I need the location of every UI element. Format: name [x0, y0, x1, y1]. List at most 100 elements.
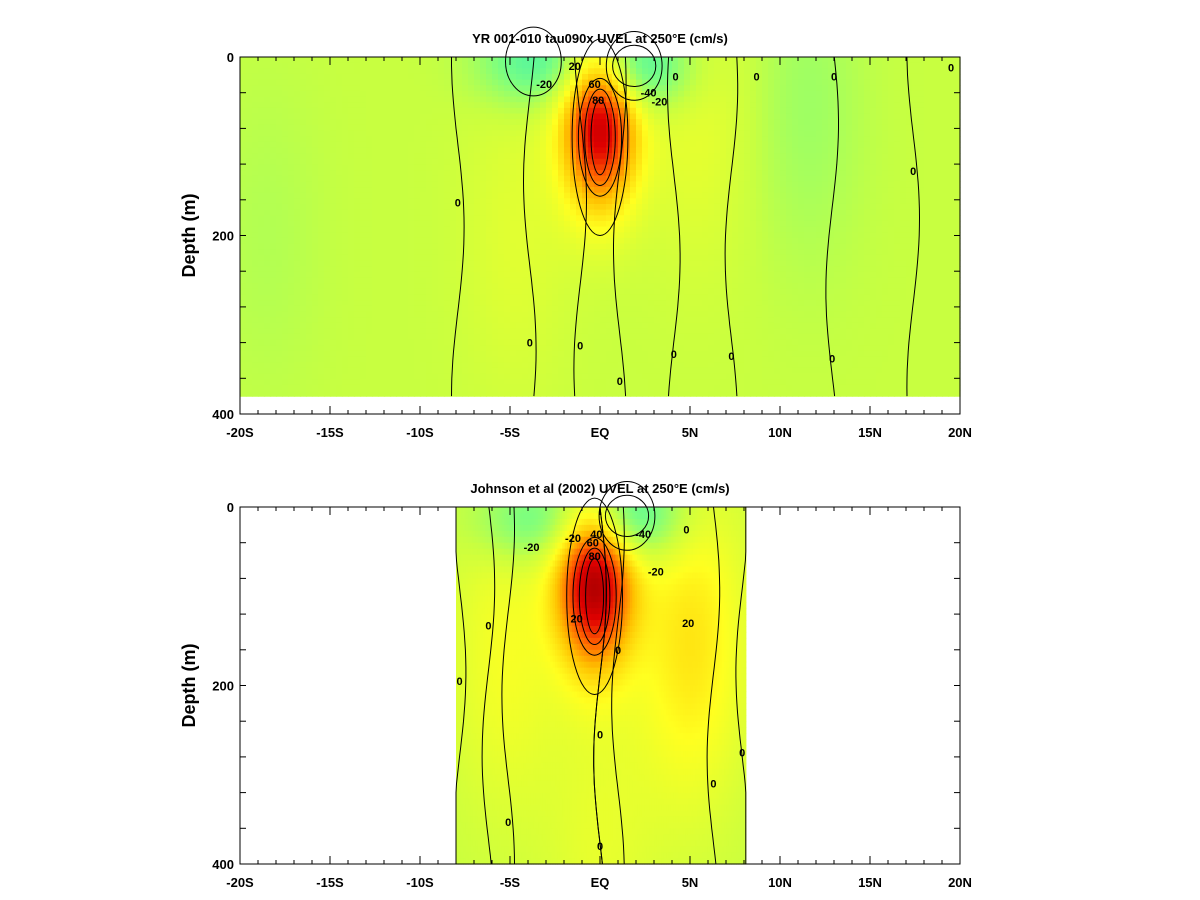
- heatmap-cell: [570, 294, 577, 301]
- heatmap-cell: [732, 226, 739, 233]
- heatmap-cell: [714, 390, 721, 397]
- heatmap-cell: [582, 85, 589, 92]
- heatmap-cell: [714, 79, 721, 86]
- heatmap-cell: [330, 113, 337, 120]
- heatmap-cell: [426, 107, 433, 115]
- heatmap-cell: [516, 333, 523, 341]
- heatmap-cell: [252, 271, 259, 279]
- heatmap-cell: [492, 249, 499, 256]
- heatmap-cell: [270, 237, 277, 245]
- heatmap-cell: [348, 187, 355, 194]
- heatmap-cell: [696, 384, 703, 392]
- heatmap-cell: [288, 356, 295, 363]
- heatmap-cell: [360, 373, 367, 380]
- heatmap-cell: [342, 192, 349, 199]
- heatmap-cell: [654, 203, 661, 211]
- heatmap-cell: [372, 333, 379, 341]
- heatmap-cell: [438, 283, 445, 290]
- heatmap-cell: [372, 136, 379, 143]
- heatmap-cell: [570, 260, 577, 267]
- heatmap-cell: [348, 367, 355, 375]
- heatmap-cell: [264, 362, 271, 369]
- heatmap-cell: [282, 266, 289, 273]
- heatmap-cell: [318, 254, 325, 262]
- heatmap-cell: [612, 339, 619, 346]
- heatmap-cell: [594, 62, 601, 69]
- heatmap-cell: [300, 356, 307, 363]
- heatmap-cell: [264, 73, 271, 81]
- heatmap-cell: [300, 164, 307, 171]
- heatmap-cell: [486, 73, 493, 81]
- heatmap-cell: [270, 68, 277, 75]
- heatmap-cell: [246, 209, 253, 216]
- heatmap-cell: [642, 57, 649, 64]
- heatmap-cell: [426, 187, 433, 194]
- heatmap-cell: [252, 288, 259, 295]
- heatmap-cell: [708, 119, 715, 126]
- heatmap-cell: [258, 300, 265, 307]
- heatmap-cell: [648, 350, 655, 358]
- heatmap-cell: [522, 271, 529, 279]
- heatmap-cell: [240, 266, 247, 273]
- heatmap-cell: [552, 254, 559, 262]
- heatmap-cell: [360, 203, 367, 211]
- heatmap-cell: [468, 277, 475, 284]
- heatmap-cell: [336, 164, 343, 171]
- heatmap-cell: [420, 277, 427, 284]
- heatmap-cell: [456, 90, 463, 98]
- heatmap-cell: [450, 136, 457, 143]
- heatmap-cell: [468, 170, 475, 177]
- heatmap-cell: [432, 158, 439, 165]
- heatmap-cell: [696, 390, 703, 397]
- heatmap-cell: [420, 283, 427, 290]
- heatmap-cell: [342, 141, 349, 149]
- heatmap-cell: [552, 113, 559, 120]
- heatmap-cell: [426, 294, 433, 301]
- heatmap-cell: [474, 373, 481, 380]
- heatmap-cell: [492, 96, 499, 103]
- heatmap-cell: [270, 226, 277, 233]
- heatmap-cell: [522, 68, 529, 75]
- heatmap-cell: [570, 305, 577, 312]
- heatmap-cell: [510, 102, 517, 109]
- heatmap-cell: [606, 345, 613, 352]
- heatmap-cell: [282, 136, 289, 143]
- heatmap-cell: [276, 390, 283, 397]
- heatmap-cell: [342, 384, 349, 392]
- heatmap-cell: [354, 345, 361, 352]
- heatmap-cell: [450, 141, 457, 149]
- heatmap-cell: [528, 350, 535, 358]
- heatmap-cell: [384, 141, 391, 149]
- heatmap-cell: [654, 317, 661, 324]
- heatmap-cell: [246, 339, 253, 346]
- heatmap-cell: [510, 79, 517, 86]
- heatmap-cell: [648, 384, 655, 392]
- heatmap-cell: [606, 158, 613, 165]
- heatmap-cell: [426, 96, 433, 103]
- heatmap-cell: [432, 79, 439, 86]
- heatmap-cell: [294, 317, 301, 324]
- heatmap-cell: [474, 107, 481, 115]
- heatmap-cell: [480, 339, 487, 346]
- heatmap-cell: [564, 107, 571, 115]
- heatmap-cell: [672, 271, 679, 279]
- heatmap-cell: [624, 181, 631, 188]
- heatmap-cell: [528, 288, 535, 295]
- heatmap-cell: [360, 271, 367, 279]
- heatmap-cell: [540, 384, 547, 392]
- heatmap-cell: [288, 322, 295, 329]
- heatmap-cell: [552, 379, 559, 386]
- heatmap-cell: [654, 102, 661, 109]
- heatmap-cell: [540, 367, 547, 375]
- heatmap-cell: [402, 192, 409, 199]
- heatmap-cell: [372, 79, 379, 86]
- heatmap-cell: [372, 322, 379, 329]
- heatmap-cell: [642, 62, 649, 69]
- heatmap-cell: [726, 198, 733, 205]
- heatmap-cell: [438, 362, 445, 369]
- heatmap-cell: [546, 367, 553, 375]
- heatmap-cell: [366, 220, 373, 228]
- heatmap-cell: [288, 68, 295, 75]
- heatmap-cell: [582, 57, 589, 64]
- heatmap-cell: [660, 96, 667, 103]
